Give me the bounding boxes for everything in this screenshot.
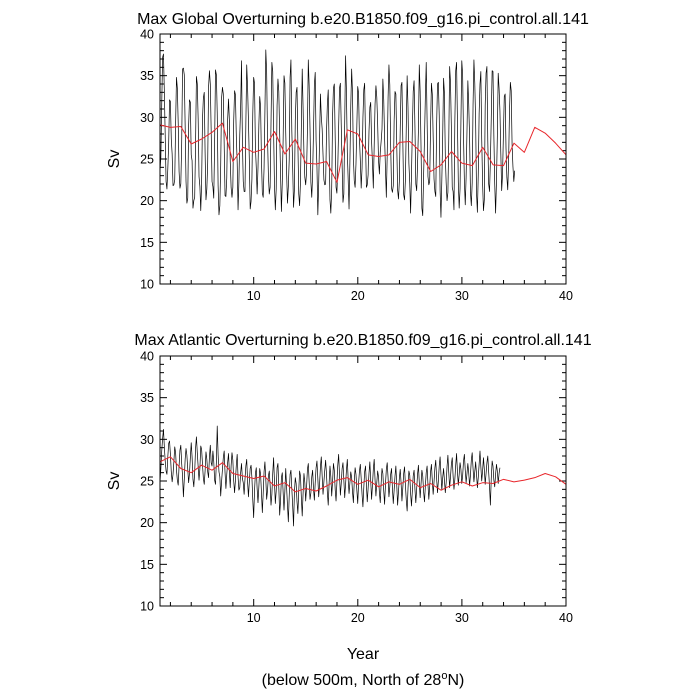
global-series [159,49,567,218]
atlantic-series-annual-mean [159,456,567,493]
atlantic-y-tick-label: 25 [140,475,154,489]
atlantic-y-tick-label: 10 [140,600,154,614]
atlantic-y-tick-label: 15 [140,558,154,572]
global-overturning-panel: Max Global Overturning b.e20.B1850.f09_g… [106,11,589,303]
x-axis-label: Year [347,646,380,663]
atlantic-axis-ticks [160,355,567,607]
global-x-tick-label: 30 [455,289,469,303]
atlantic-y-tick-label: 30 [140,433,154,447]
global-y-tick-label: 25 [140,153,154,167]
global-x-tick-label: 10 [247,289,261,303]
global-plot-frame [159,33,567,285]
global-y-tick-label: 30 [140,111,154,125]
global-y-tick-label: 40 [140,28,154,42]
atlantic-series-monthly [159,425,501,527]
atlantic-y-axis-label: Sv [106,472,123,491]
global-y-tick-label: 20 [140,194,154,208]
footer-prefix: (below 500m, North of 28 [262,672,442,689]
footer-note: (below 500m, North of 28oN) [262,670,465,689]
atlantic-x-tick-label: 40 [559,611,573,625]
atlantic-x-tick-label: 10 [247,611,261,625]
atlantic-x-tick-label: 30 [455,611,469,625]
global-y-axis-label: Sv [106,150,123,169]
global-series-annual-mean [159,122,567,183]
global-x-tick-label: 40 [559,289,573,303]
atlantic-y-tick-label: 20 [140,516,154,530]
global-y-tick-labels: 10 15 20 25 30 35 40 [140,28,154,292]
atlantic-y-tick-label: 35 [140,391,154,405]
atlantic-series [159,425,567,527]
global-x-tick-label: 20 [351,289,365,303]
atlantic-y-tick-label: 40 [140,350,154,364]
global-y-tick-label: 35 [140,69,154,83]
atlantic-x-tick-label: 20 [351,611,365,625]
atlantic-y-tick-labels: 10 15 20 25 30 35 40 [140,350,154,614]
atlantic-plot-frame [159,355,567,607]
global-panel-title: Max Global Overturning b.e20.B1850.f09_g… [137,11,589,28]
global-series-monthly [159,49,516,218]
footer-suffix: N) [447,672,464,689]
atlantic-x-tick-labels: 10 20 30 40 [247,611,573,625]
atlantic-panel-title: Max Atlantic Overturning b.e20.B1850.f09… [134,332,591,349]
global-x-tick-labels: 10 20 30 40 [247,289,573,303]
global-y-tick-label: 15 [140,236,154,250]
footer-superscript: o [441,670,447,682]
global-y-tick-label: 10 [140,278,154,292]
atlantic-overturning-panel: Max Atlantic Overturning b.e20.B1850.f09… [106,332,592,663]
